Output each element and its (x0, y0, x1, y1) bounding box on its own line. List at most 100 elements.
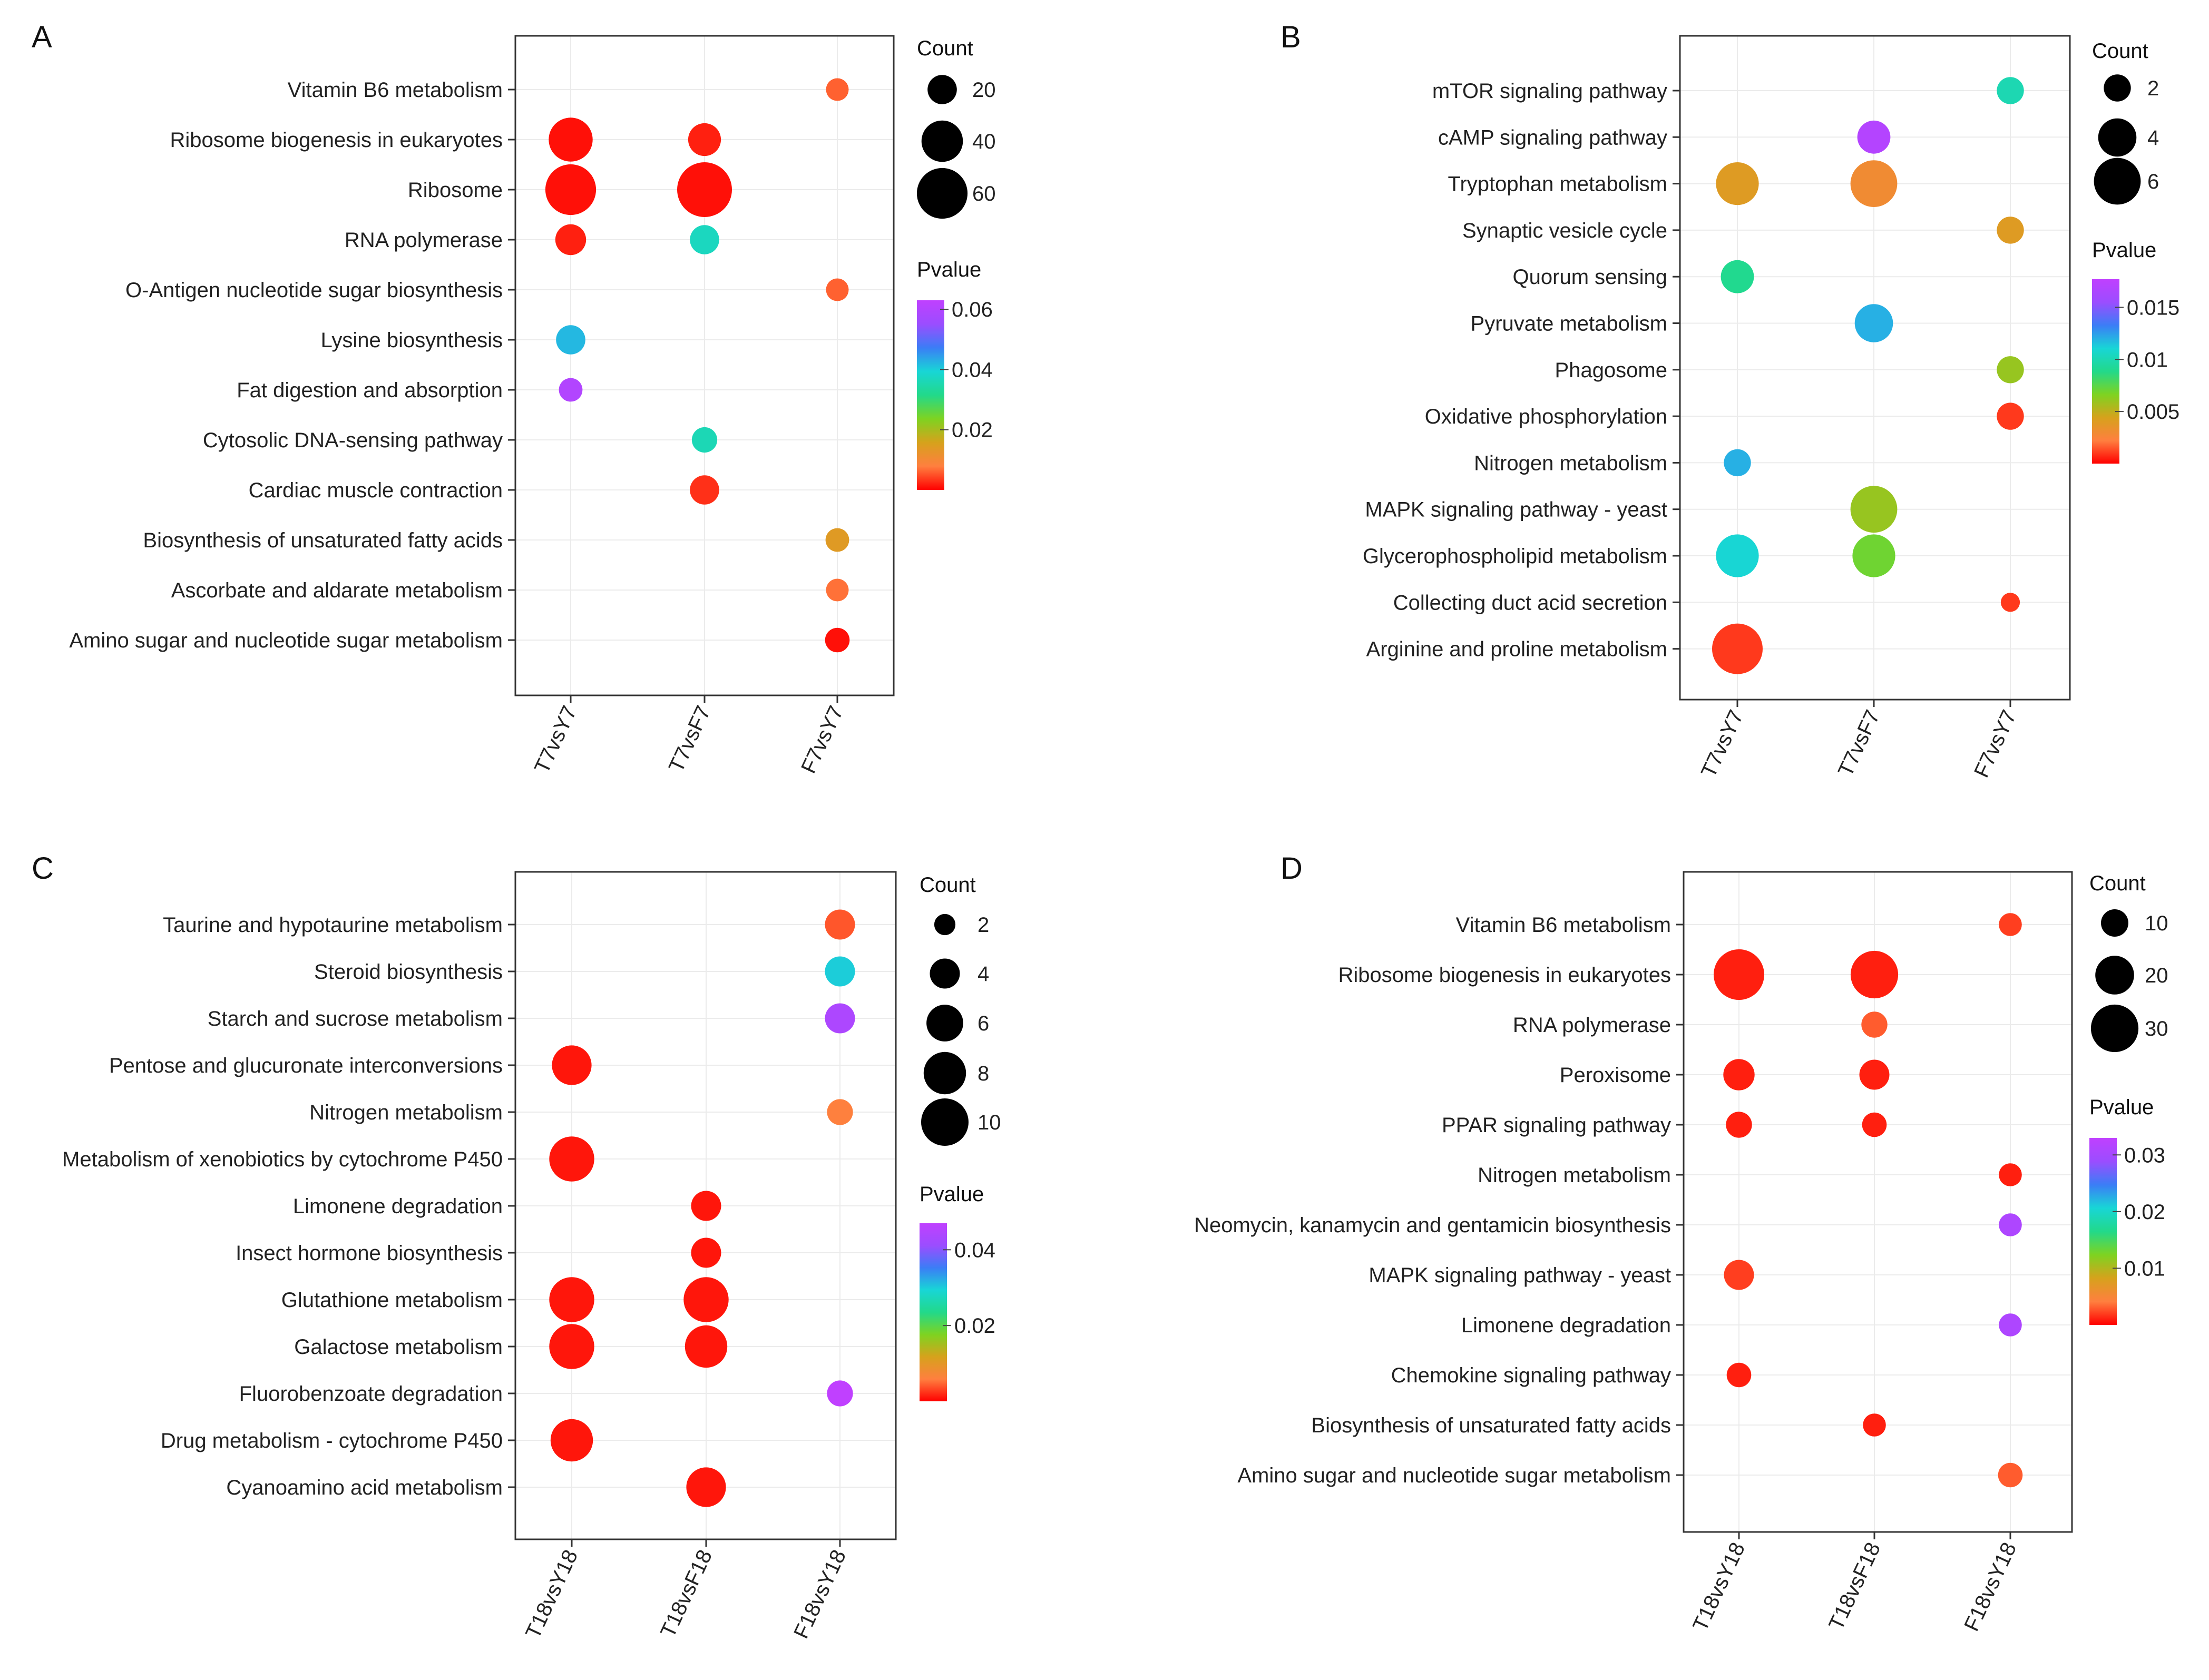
bubble-point (825, 627, 850, 653)
count-legend-label: 2 (2147, 77, 2159, 100)
bubble-point (683, 1277, 729, 1322)
y-tick-label: Glycerophospholipid metabolism (1363, 545, 1667, 568)
pvalue-legend-title: Pvalue (917, 258, 981, 281)
bubble-point (549, 1324, 594, 1369)
bubble-point (549, 1136, 594, 1182)
x-tick-label: T18vsY18 (1688, 1539, 1749, 1635)
x-tick-label: F18vsY18 (1960, 1539, 2021, 1635)
bubble-point (552, 1045, 592, 1085)
y-tick-label: Fat digestion and absorption (237, 379, 503, 402)
bubble-point (555, 224, 587, 256)
count-legend-dot (934, 913, 956, 936)
y-tick-label: Nitrogen metabolism (1474, 451, 1667, 475)
bubble-point (1724, 449, 1751, 477)
count-legend-label: 6 (978, 1012, 989, 1035)
bubble-point (1999, 1313, 2022, 1337)
count-legend-label: 10 (978, 1111, 1001, 1134)
y-tick-label: Fluorobenzoate degradation (239, 1382, 503, 1406)
count-legend-dot (923, 1052, 966, 1095)
y-tick-label: Cardiac muscle contraction (249, 479, 503, 502)
bubble-point (690, 225, 719, 254)
count-legend-label: 20 (2145, 964, 2168, 987)
bubble-point (1997, 356, 2024, 384)
x-tick-label: T7vsY7 (1697, 706, 1748, 781)
y-tick-label: RNA polymerase (1513, 1014, 1671, 1037)
count-legend-label: 60 (972, 182, 996, 205)
y-tick-label: Arginine and proline metabolism (1366, 638, 1667, 661)
bubble-point (1861, 1011, 1888, 1038)
pvalue-colorbar (920, 1223, 947, 1401)
count-legend-label: 6 (2147, 170, 2159, 193)
bubble-point (688, 123, 721, 156)
colorbar-tick-label: 0.015 (2127, 296, 2179, 319)
count-legend-dot (927, 75, 957, 104)
bubble-point (1726, 1362, 1752, 1388)
y-tick-label: Lysine biosynthesis (321, 329, 503, 352)
panel-letter: D (1281, 851, 1303, 886)
bubble-point (1862, 1112, 1887, 1137)
bubble-point (550, 1419, 593, 1462)
y-tick-label: Vitamin B6 metabolism (288, 78, 503, 102)
bubble-point (1854, 304, 1893, 342)
y-tick-label: Pentose and glucuronate interconversions (109, 1054, 503, 1077)
y-tick-label: Quorum sensing (1513, 266, 1667, 289)
bubble-point (1714, 949, 1764, 1000)
pvalue-legend-title: Pvalue (2092, 239, 2156, 262)
bubble-point (1716, 534, 1759, 577)
x-tick-label: F18vsY18 (789, 1546, 851, 1642)
bubble-point (1712, 623, 1763, 674)
colorbar-tick-label: 0.01 (2127, 348, 2168, 371)
y-tick-label: O-Antigen nucleotide sugar biosynthesis (125, 279, 503, 302)
bubble-point (691, 427, 718, 453)
bubble-point (690, 475, 719, 505)
y-tick-label: Pyruvate metabolism (1471, 312, 1667, 336)
count-legend-label: 30 (2145, 1017, 2168, 1040)
colorbar-tick-label: 0.06 (952, 298, 993, 321)
count-legend-dot (926, 1005, 963, 1042)
x-tick-label: T7vsF7 (664, 702, 715, 775)
y-tick-label: Neomycin, kanamycin and gentamicin biosy… (1194, 1214, 1671, 1237)
bubble-point (1724, 1260, 1754, 1290)
y-tick-label: MAPK signaling pathway - yeast (1365, 498, 1667, 522)
count-legend-dot (921, 120, 963, 162)
bubble-point (549, 1277, 594, 1322)
bubble-point (1852, 534, 1895, 577)
count-legend-label: 10 (2145, 912, 2168, 935)
y-tick-label: Glutathione metabolism (281, 1289, 503, 1312)
bubble-point (825, 1003, 855, 1034)
y-tick-label: Insect hormone biosynthesis (236, 1242, 503, 1265)
y-tick-label: Peroxisome (1560, 1064, 1671, 1087)
bubble-point (1859, 1059, 1890, 1090)
y-tick-label: Oxidative phosphorylation (1425, 405, 1667, 428)
y-tick-label: Galactose metabolism (294, 1335, 503, 1359)
count-legend-dot (2098, 118, 2137, 157)
bubble-point (677, 162, 732, 217)
y-tick-label: Phagosome (1555, 359, 1667, 382)
bubble-point (1726, 1112, 1752, 1138)
bubble-point (825, 956, 855, 987)
bubble-point (1997, 402, 2024, 430)
colorbar-tick-label: 0.02 (954, 1314, 995, 1338)
count-legend-label: 20 (972, 78, 996, 102)
pvalue-legend-title: Pvalue (920, 1183, 984, 1206)
y-tick-label: Limonene degradation (293, 1195, 503, 1218)
panel-letter: C (32, 851, 54, 886)
y-tick-label: mTOR signaling pathway (1432, 80, 1667, 103)
bubble-point (691, 1237, 721, 1268)
bubble-point (691, 1191, 721, 1221)
y-tick-label: Drug metabolism - cytochrome P450 (161, 1429, 503, 1452)
y-tick-label: cAMP signaling pathway (1438, 126, 1667, 149)
count-legend-dot (2104, 74, 2131, 102)
y-tick-label: Nitrogen metabolism (1478, 1164, 1671, 1187)
y-tick-label: Ascorbate and aldarate metabolism (171, 579, 503, 602)
x-tick-label: F7vsY7 (797, 702, 848, 777)
panel-c: C Taurine and hypotaurine metabolism Stero… (32, 851, 1001, 1642)
bubble-point (825, 909, 855, 940)
y-tick-label: Taurine and hypotaurine metabolism (163, 913, 503, 937)
count-legend-label: 2 (978, 913, 989, 937)
panel-letter: B (1281, 20, 1301, 54)
bubble-point (827, 1380, 853, 1407)
bubble-point (556, 325, 585, 355)
count-legend-dot (921, 1098, 969, 1146)
